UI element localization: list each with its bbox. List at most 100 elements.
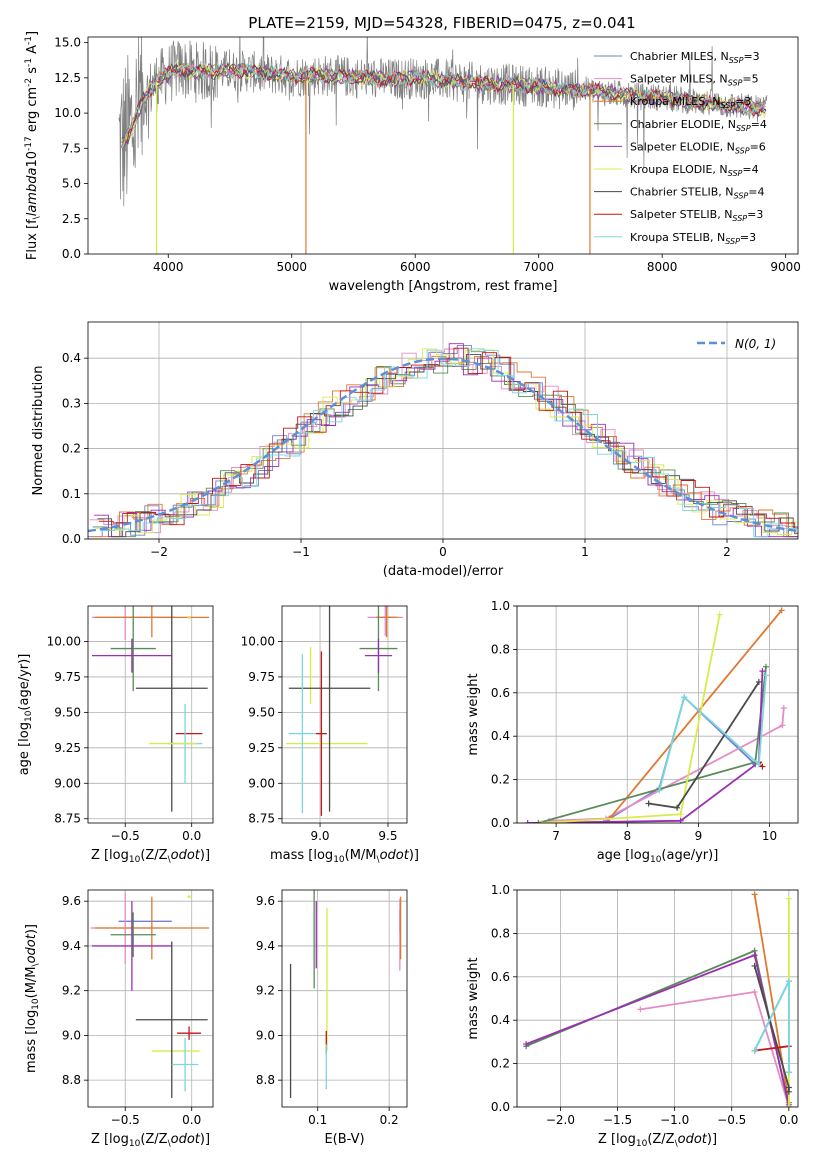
x-tick-label: 0.0 bbox=[182, 1113, 201, 1127]
y-tick-label: 8.75 bbox=[248, 812, 275, 826]
y-tick-label: 9.50 bbox=[54, 705, 81, 719]
x-axis-label: (data-model)/error bbox=[383, 564, 504, 579]
axes-frame bbox=[516, 889, 799, 1108]
plus-marker bbox=[524, 820, 531, 823]
x-axis-label: age [log10(age/yr)] bbox=[597, 848, 719, 865]
plus-marker bbox=[762, 663, 769, 670]
y-tick-label: 0.0 bbox=[491, 816, 510, 830]
y-tick-label: 9.00 bbox=[248, 776, 275, 790]
plus-marker bbox=[762, 672, 769, 679]
plus-marker bbox=[656, 787, 663, 794]
plus-marker bbox=[637, 1006, 644, 1013]
legend-entry: Salpeter STELIB, NSSP=3 bbox=[630, 208, 763, 223]
plus-marker bbox=[674, 804, 681, 811]
mass-ebv-panel: 0.1 0.2 8.8 9.0 9.2 9.4 9.6 E(B-V) bbox=[256, 889, 408, 1147]
x-tick-label: −1.0 bbox=[660, 1113, 689, 1127]
age-Z-panel: −0.5 0.0 8.75 9.00 9.25 9.50 9.75 10.00 Z [log10… bbox=[17, 605, 214, 865]
plus-marker bbox=[755, 678, 762, 685]
y-tick-label: 9.25 bbox=[54, 741, 81, 755]
point-marker bbox=[187, 895, 191, 899]
y-axis-label: mass weight bbox=[466, 673, 481, 755]
mass-Z-data bbox=[90, 892, 210, 1099]
plus-marker bbox=[780, 704, 787, 711]
x-tick-label: 1 bbox=[581, 545, 589, 559]
weight-line bbox=[538, 666, 767, 823]
y-tick-label: 8.8 bbox=[256, 1073, 275, 1087]
y-tick-label: 0.6 bbox=[491, 686, 510, 700]
weight-line bbox=[608, 609, 783, 820]
x-tick-label: 10 bbox=[762, 829, 777, 843]
y-tick-label: 0.2 bbox=[491, 1057, 510, 1071]
model-spectrum bbox=[121, 61, 766, 146]
y-tick-label: 10.00 bbox=[241, 634, 275, 648]
residual-histogram bbox=[97, 353, 798, 538]
axes-frame bbox=[87, 605, 214, 824]
y-tick-label: 9.25 bbox=[248, 741, 275, 755]
plus-marker bbox=[759, 763, 766, 770]
y-tick-label: 0.1 bbox=[62, 487, 81, 501]
legend-entry: Chabrier MILES, NSSP=3 bbox=[630, 50, 760, 65]
plus-marker bbox=[785, 1088, 792, 1095]
plus-marker bbox=[681, 694, 688, 701]
legend-entry: Kroupa MILES, NSSP=3 bbox=[630, 95, 751, 110]
residuals-panel: −2 −1 0 1 2 0.0 0.1 0.2 0.3 0.4 (data-model)/error… bbox=[31, 321, 799, 579]
plus-marker bbox=[759, 668, 766, 675]
y-tick-label: 2.5 bbox=[62, 212, 81, 226]
spectrum-panel: 4000 5000 6000 7000 8000 9000 0.0 2.5 5.0 7.5 10.0… bbox=[24, 31, 801, 294]
x-tick-label: 9.0 bbox=[310, 829, 329, 843]
x-tick-label: 6000 bbox=[400, 260, 431, 274]
x-tick-label: 9000 bbox=[770, 260, 801, 274]
y-tick-label: 10.0 bbox=[54, 106, 81, 120]
plus-marker bbox=[785, 895, 792, 902]
y-tick-label: 10.00 bbox=[47, 634, 81, 648]
y-tick-label: 0.2 bbox=[62, 442, 81, 456]
age-mass-panel: 9.0 9.5 8.75 9.00 9.25 9.50 9.75 10.00 mass [log… bbox=[241, 605, 419, 865]
y-tick-label: 7.5 bbox=[62, 141, 81, 155]
x-tick-label: −1.5 bbox=[603, 1113, 632, 1127]
x-tick-label: 9 bbox=[695, 829, 703, 843]
x-tick-label: 0.0 bbox=[779, 1113, 798, 1127]
y-tick-label: 9.6 bbox=[62, 894, 81, 908]
age-Z-data bbox=[91, 606, 210, 812]
spectrum-data bbox=[118, 37, 768, 254]
plus-marker bbox=[523, 1041, 530, 1048]
y-tick-label: 9.2 bbox=[62, 984, 81, 998]
y-tick-label: 0.3 bbox=[62, 396, 81, 410]
y-axis-label: mass weight bbox=[466, 957, 481, 1039]
y-tick-label: 9.75 bbox=[248, 670, 275, 684]
x-axis-label: Z [log10(Z/Z\odot)] bbox=[91, 848, 210, 865]
age-mass-data bbox=[286, 606, 403, 816]
residual-histogram bbox=[95, 348, 798, 535]
y-tick-label: 0.8 bbox=[491, 926, 510, 940]
y-tick-label: 9.0 bbox=[256, 1028, 275, 1042]
x-axis-label: mass [log10(M/M\odot)] bbox=[270, 848, 419, 865]
x-tick-label: −0.5 bbox=[717, 1113, 746, 1127]
axes-frame bbox=[281, 605, 408, 824]
residual-histogram bbox=[94, 343, 798, 538]
residual-histogram bbox=[91, 355, 798, 538]
legend-entry: Salpeter MILES, NSSP=5 bbox=[630, 73, 759, 88]
x-tick-label: −0.5 bbox=[111, 1113, 140, 1127]
weight-age-data bbox=[524, 607, 787, 823]
x-tick-label: 0 bbox=[439, 545, 447, 559]
plot-layer: 4000 5000 6000 7000 8000 90000.02.55.07.510.0… bbox=[17, 31, 801, 1149]
plus-marker bbox=[785, 1104, 792, 1107]
x-axis-label: wavelength [Angstrom, rest frame] bbox=[329, 279, 558, 294]
y-tick-label: 9.75 bbox=[54, 670, 81, 684]
plus-marker bbox=[645, 800, 652, 807]
y-axis-label: mass [log10(M/M\odot)] bbox=[24, 924, 41, 1073]
y-tick-label: 0.4 bbox=[491, 729, 510, 743]
legend-entry: Kroupa ELODIE, NSSP=4 bbox=[630, 163, 759, 178]
y-tick-label: 1.0 bbox=[491, 599, 510, 613]
plus-marker bbox=[538, 820, 545, 823]
plus-marker bbox=[751, 1047, 758, 1054]
legend-entry: N(0, 1) bbox=[735, 337, 776, 351]
x-tick-label: −2 bbox=[150, 545, 168, 559]
y-tick-label: 9.2 bbox=[256, 984, 275, 998]
y-tick-label: 5.0 bbox=[62, 177, 81, 191]
spectrum-legend: Chabrier MILES, NSSP=3 Salpeter MILES, NS… bbox=[594, 50, 767, 246]
y-tick-label: 9.6 bbox=[256, 894, 275, 908]
axes-frame bbox=[281, 889, 408, 1108]
plus-marker bbox=[785, 1069, 792, 1076]
